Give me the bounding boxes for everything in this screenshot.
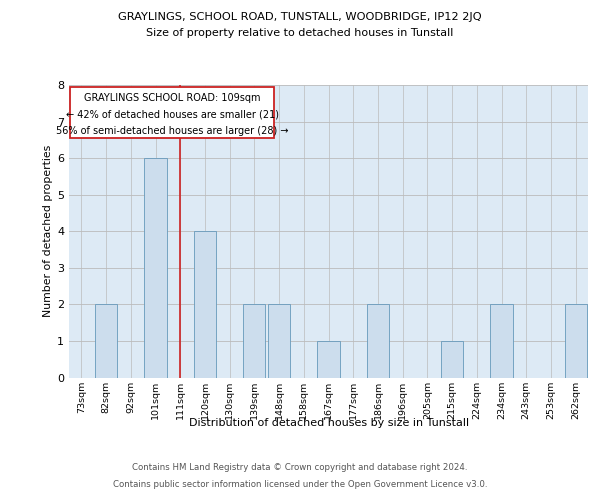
Text: 56% of semi-detached houses are larger (28) →: 56% of semi-detached houses are larger (… [56,126,289,136]
Bar [194,231,216,378]
Bar [490,304,512,378]
Bar [268,304,290,378]
Bar [145,158,167,378]
Bar [441,341,463,378]
Bar [243,304,265,378]
Bar [565,304,587,378]
Text: GRAYLINGS SCHOOL ROAD: 109sqm: GRAYLINGS SCHOOL ROAD: 109sqm [84,93,260,103]
Bar [367,304,389,378]
FancyBboxPatch shape [70,87,274,138]
Text: ← 42% of detached houses are smaller (21): ← 42% of detached houses are smaller (21… [65,110,278,120]
Text: Distribution of detached houses by size in Tunstall: Distribution of detached houses by size … [189,418,469,428]
Bar [317,341,340,378]
Text: Size of property relative to detached houses in Tunstall: Size of property relative to detached ho… [146,28,454,38]
Text: Contains public sector information licensed under the Open Government Licence v3: Contains public sector information licen… [113,480,487,489]
Text: Contains HM Land Registry data © Crown copyright and database right 2024.: Contains HM Land Registry data © Crown c… [132,464,468,472]
Y-axis label: Number of detached properties: Number of detached properties [43,145,53,318]
Bar [95,304,117,378]
Text: GRAYLINGS, SCHOOL ROAD, TUNSTALL, WOODBRIDGE, IP12 2JQ: GRAYLINGS, SCHOOL ROAD, TUNSTALL, WOODBR… [118,12,482,22]
